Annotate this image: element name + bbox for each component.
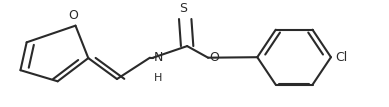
Text: N: N [154,51,163,64]
Text: S: S [179,2,187,15]
Text: Cl: Cl [335,51,347,64]
Text: H: H [154,73,162,82]
Text: O: O [210,51,219,64]
Text: O: O [68,9,79,22]
